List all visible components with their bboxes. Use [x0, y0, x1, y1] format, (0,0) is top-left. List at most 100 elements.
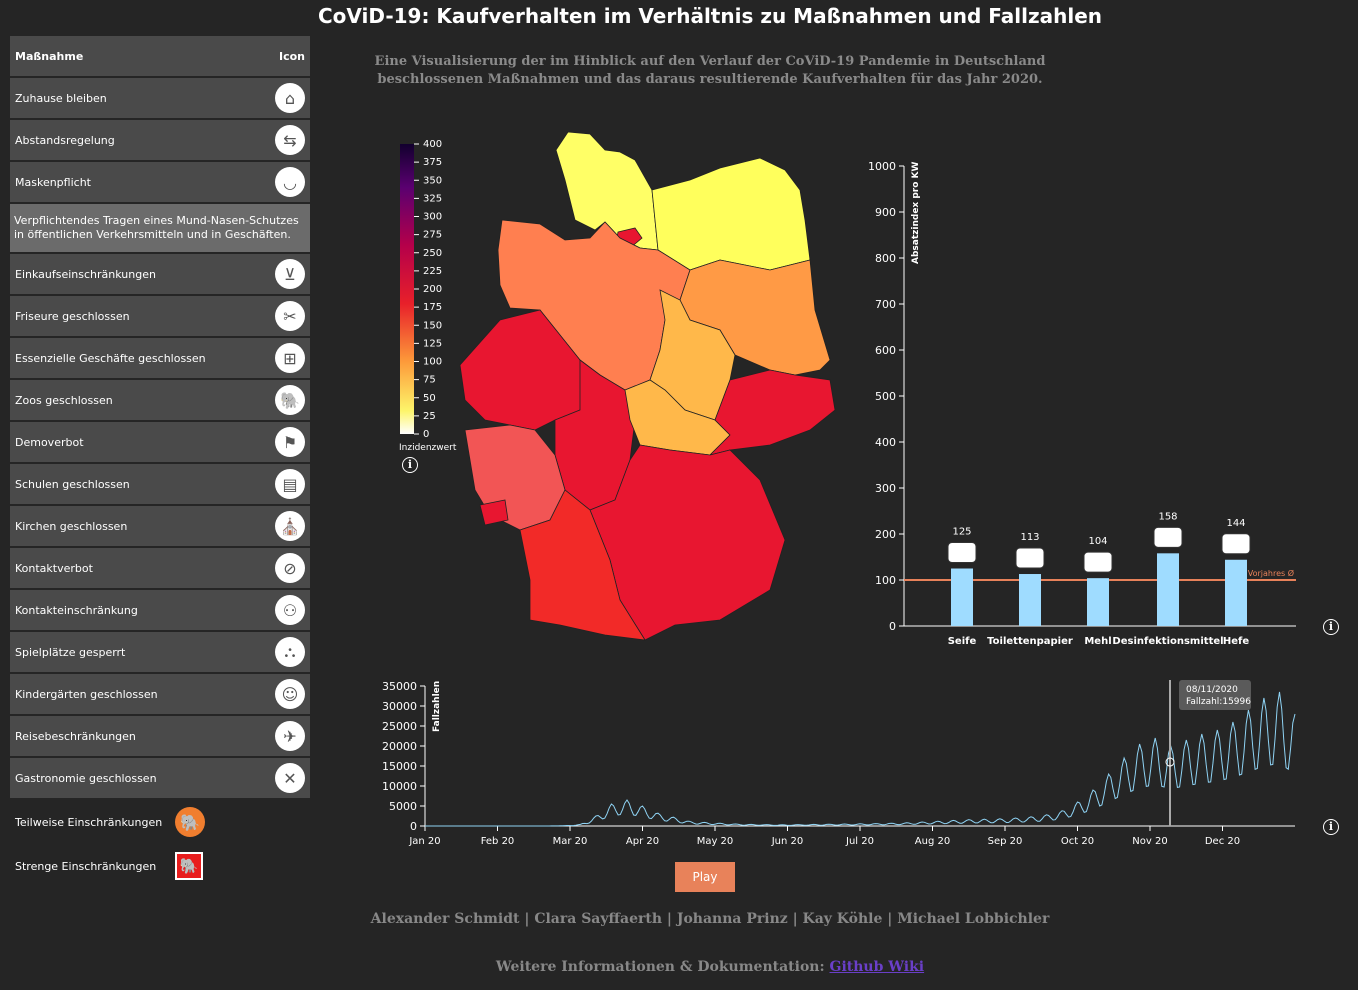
- color-scale: 4003753503253002752502252001751501251007…: [399, 139, 457, 453]
- measure-row[interactable]: Zuhause bleiben ⌂: [10, 78, 310, 118]
- scissors-icon: ✂: [275, 301, 305, 331]
- state-sachsen[interactable]: [708, 369, 836, 456]
- bar-y-tick-label: 600: [875, 344, 896, 357]
- bar-value-label: 144: [1226, 518, 1245, 529]
- tooltip-box: [1179, 680, 1251, 710]
- bar-y-tick-label: 1000: [868, 160, 896, 173]
- scale-tick-label: 25: [423, 411, 436, 422]
- bars: 125 Seife 113 Toilettenpapier 104 Mehl 158 Desi…: [947, 511, 1251, 647]
- measure-label: Demoverbot: [15, 435, 84, 449]
- state-rheinland-pfalz[interactable]: [464, 424, 566, 531]
- measure-row[interactable]: Friseure geschlossen ✂: [10, 296, 310, 336]
- line-x-tick-label: Mar 20: [553, 836, 588, 847]
- measure-row[interactable]: Kontaktverbot ⊘: [10, 548, 310, 588]
- bar-category-label: Hefe: [1223, 636, 1250, 647]
- more-info: Weitere Informationen & Dokumentation: G…: [0, 959, 1358, 975]
- measure-row[interactable]: Gastronomie geschlossen ✕: [10, 758, 310, 798]
- product-icon: [947, 542, 977, 563]
- line-info-icon[interactable]: i: [1323, 819, 1339, 835]
- measure-row[interactable]: Einkaufseinschränkungen ⊻: [10, 254, 310, 294]
- line-y-tick-label: 35000: [382, 680, 417, 693]
- measure-row[interactable]: Spielplätze gesperrt ⛬: [10, 632, 310, 672]
- line-x-tick-label: Aug 20: [915, 836, 950, 847]
- scale-tick-label: 150: [423, 320, 442, 331]
- measure-row[interactable]: Kirchen geschlossen ⛪: [10, 506, 310, 546]
- product-icon: [1083, 551, 1113, 573]
- measure-row[interactable]: Zoos geschlossen 🐘: [10, 380, 310, 420]
- bar-value-label: 113: [1020, 532, 1039, 543]
- measure-label: Spielplätze gesperrt: [15, 645, 126, 659]
- page-subtitle: Eine Visualisierung der im Hinblick auf …: [330, 53, 1090, 89]
- measure-row[interactable]: Kontakteinschränkung ⚇: [10, 590, 310, 630]
- cursor-point: [1165, 757, 1175, 767]
- line-x-tick-label: Jan 20: [408, 836, 440, 847]
- play-button[interactable]: Play: [675, 862, 735, 892]
- tooltip: 08/11/2020 Fallzahl:15996: [1179, 680, 1251, 710]
- measure-label: Schulen geschlossen: [15, 477, 130, 491]
- map-info-icon[interactable]: i: [402, 457, 418, 473]
- line-x-tick-label: Nov 20: [1132, 836, 1167, 847]
- product-icon: [1221, 533, 1251, 555]
- scale-tick-label: 325: [423, 193, 442, 204]
- measure-row[interactable]: Reisebeschränkungen ✈: [10, 716, 310, 756]
- child-icon: ☺: [275, 679, 305, 709]
- mask-description: Verpflichtendes Tragen eines Mund-Nasen-…: [10, 204, 310, 252]
- bar-y-tick-label: 700: [875, 298, 896, 311]
- measure-row[interactable]: Abstandsregelung ⇆: [10, 120, 310, 160]
- measure-label: Einkaufseinschränkungen: [15, 267, 156, 281]
- measures-header: Maßnahme Icon: [10, 36, 310, 76]
- line-x-tick-label: Feb 20: [481, 836, 515, 847]
- measure-row[interactable]: Schulen geschlossen ▤: [10, 464, 310, 504]
- authors: Alexander Schmidt | Clara Sayffaerth | J…: [370, 911, 1050, 927]
- line-y-tick-label: 25000: [382, 720, 417, 733]
- protest-icon: ⚑: [275, 427, 305, 457]
- measure-row[interactable]: Kindergärten geschlossen ☺: [10, 674, 310, 714]
- state-baden-wuerttemberg[interactable]: [519, 489, 646, 641]
- bar-y-tick-label: 200: [875, 528, 896, 541]
- scale-tick-label: 375: [423, 157, 442, 168]
- state-saarland[interactable]: [479, 499, 509, 526]
- bar-info-icon[interactable]: i: [1323, 619, 1339, 635]
- bar-value-label: 125: [952, 527, 971, 538]
- elephant-partial-icon: 🐘: [175, 807, 205, 837]
- scale-tick-label: 250: [423, 248, 442, 259]
- line-y-tick-label: 15000: [382, 760, 417, 773]
- measure-row[interactable]: Demoverbot ⚑: [10, 422, 310, 462]
- bar-y-tick-label: 800: [875, 252, 896, 265]
- scale-tick-label: 100: [423, 357, 442, 368]
- legend-partial-label: Teilweise Einschränkungen: [15, 815, 163, 829]
- line-x-tick-label: Oct 20: [1061, 836, 1094, 847]
- legend-strict: Strenge Einschränkungen 🐘: [10, 844, 310, 888]
- measure-row[interactable]: Maskenpflicht ◡: [10, 162, 310, 202]
- bar-y-tick-label: 300: [875, 482, 896, 495]
- scale-tick-label: 275: [423, 230, 442, 241]
- scale-tick-label: 75: [423, 375, 436, 386]
- bar-y-tick-label: 500: [875, 390, 896, 403]
- bar-category-label: Desinfektionsmittel: [1112, 636, 1223, 647]
- trolley-icon: ⊞: [275, 343, 305, 373]
- tooltip-date: 08/11/2020: [1186, 685, 1238, 695]
- mask-icon: ◡: [275, 167, 305, 197]
- bar-value-label: 104: [1088, 536, 1107, 547]
- playground-icon: ⛬: [275, 637, 305, 667]
- scale-tick-label: 350: [423, 175, 442, 186]
- bar-y-tick-label: 400: [875, 436, 896, 449]
- measure-label: Gastronomie geschlossen: [15, 771, 157, 785]
- scale-tick-label: 225: [423, 266, 442, 277]
- bar-category-label: Mehl: [1084, 636, 1111, 647]
- color-scale-bar: [400, 144, 414, 434]
- people-icon: ⚇: [275, 595, 305, 625]
- scale-tick-label: 175: [423, 302, 442, 313]
- line-x-tick-label: Jun 20: [771, 836, 804, 847]
- bar-value-label: 158: [1158, 511, 1177, 522]
- line-axes: 0 5000 10000 15000 20000 25000 30000 35000 Jan 2…: [382, 680, 1295, 847]
- state-mecklenburg-vorpommern[interactable]: [651, 157, 811, 271]
- subtitle-line-1: Eine Visualisierung der im Hinblick auf …: [374, 54, 1046, 69]
- scale-tick-label: 400: [423, 139, 442, 150]
- line-ylabel: Fallzahlen: [432, 681, 442, 732]
- measure-row[interactable]: Essenzielle Geschäfte geschlossen ⊞: [10, 338, 310, 378]
- tooltip-value: Fallzahl:15996: [1186, 697, 1251, 707]
- measure-label: Zuhause bleiben: [15, 91, 107, 105]
- measure-label: Maskenpflicht: [15, 175, 91, 189]
- github-wiki-link[interactable]: Github Wiki: [829, 959, 925, 975]
